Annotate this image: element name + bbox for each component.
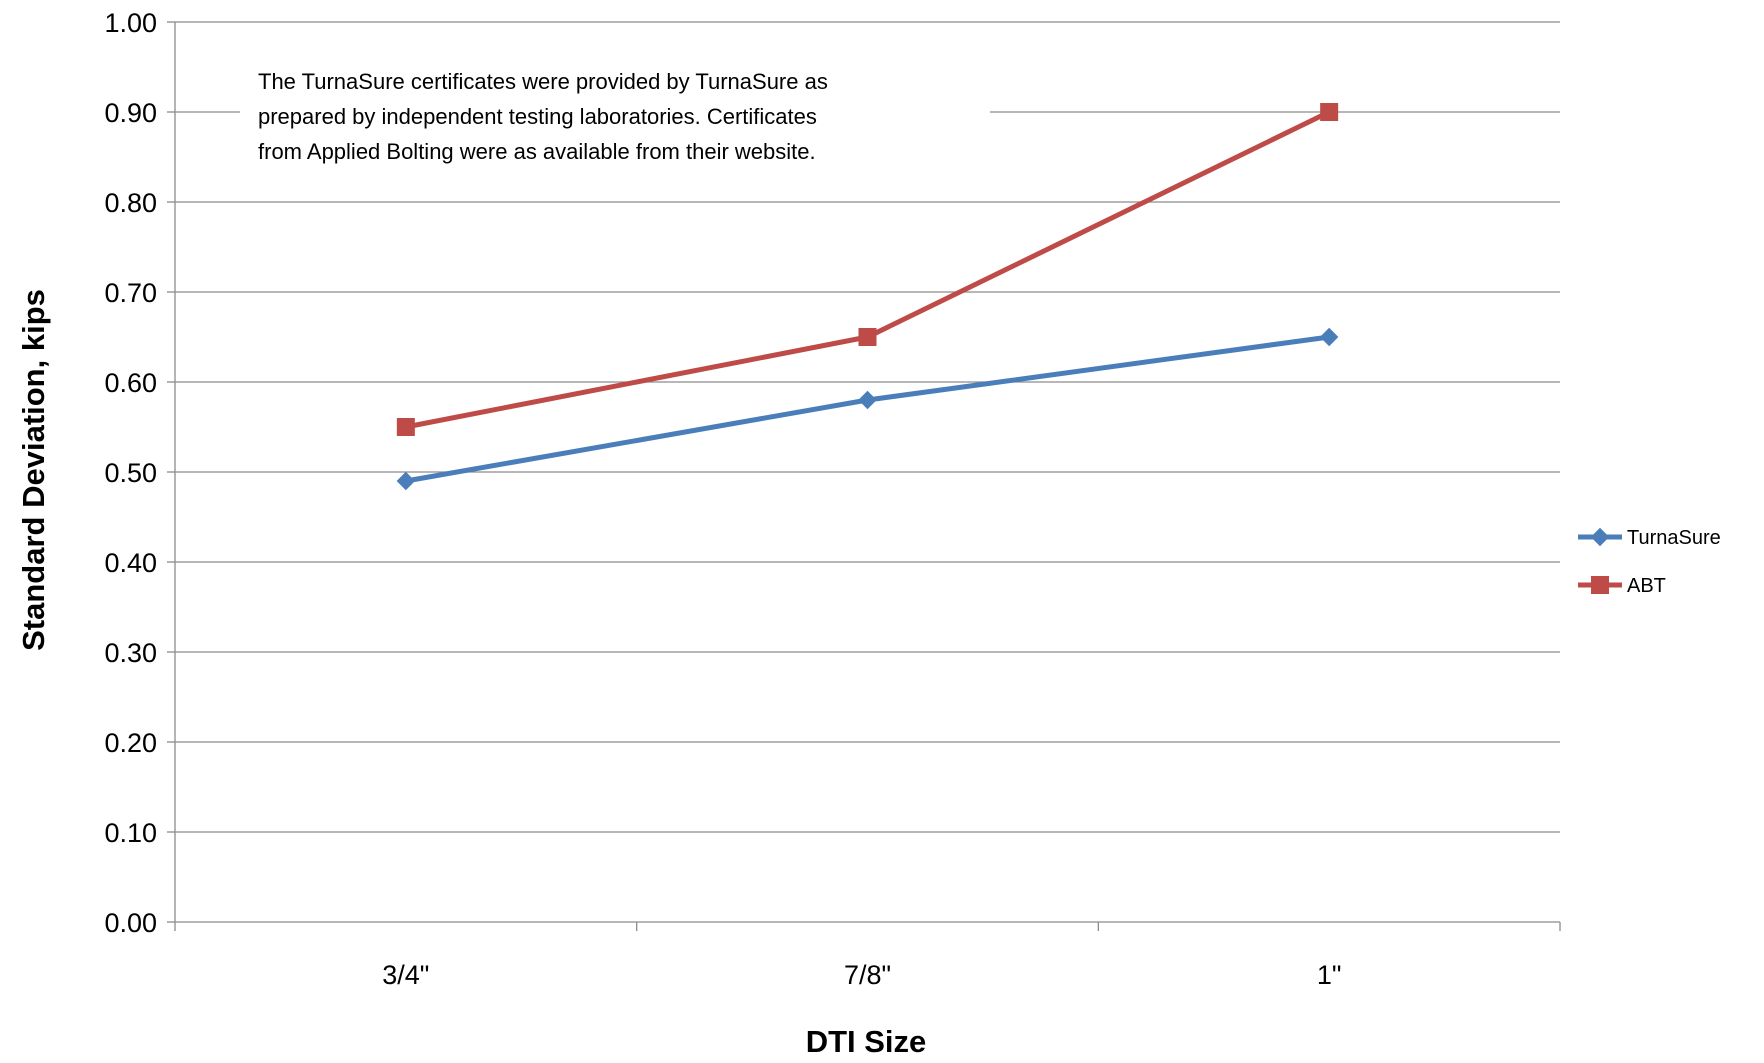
data-point bbox=[858, 328, 877, 346]
y-tick-label: 0.30 bbox=[104, 638, 157, 668]
data-point bbox=[1320, 103, 1339, 121]
x-tick-label: 1" bbox=[1317, 960, 1342, 990]
series-lines bbox=[396, 103, 1339, 491]
legend-marker bbox=[1590, 527, 1610, 547]
y-tick-label: 0.40 bbox=[104, 548, 157, 578]
y-tick-label: 0.20 bbox=[104, 728, 157, 758]
data-point bbox=[858, 390, 877, 410]
annotation-line-3: from Applied Bolting were as available f… bbox=[258, 139, 816, 164]
legend: TurnaSure ABT bbox=[1578, 527, 1721, 597]
annotation-background bbox=[240, 58, 990, 176]
legend-label: ABT bbox=[1627, 575, 1666, 597]
y-tick-labels: 0.00 0.10 0.20 0.30 0.40 0.50 0.60 0.70 0.80 0.90… bbox=[104, 8, 157, 938]
x-tick-label: 3/4" bbox=[382, 960, 429, 990]
x-tick-label: 7/8" bbox=[844, 960, 891, 990]
x-tick-labels: 3/4" 7/8" 1" bbox=[382, 960, 1341, 990]
y-tick-label: 1.00 bbox=[104, 8, 157, 38]
data-point bbox=[396, 471, 416, 491]
annotation-line-2: prepared by independent testing laborato… bbox=[258, 104, 817, 129]
y-tick-label: 0.90 bbox=[104, 98, 157, 128]
y-tick-label: 0.60 bbox=[104, 368, 157, 398]
x-axis-title: DTI Size bbox=[806, 1024, 927, 1059]
y-tick-label: 0.10 bbox=[104, 818, 157, 848]
y-axis-title: Standard Deviation, kips bbox=[16, 289, 51, 651]
legend-label: TurnaSure bbox=[1627, 527, 1721, 549]
y-tick-label: 0.00 bbox=[104, 908, 157, 938]
data-point bbox=[396, 418, 415, 436]
y-tick-label: 0.70 bbox=[104, 278, 157, 308]
y-tick-label: 0.80 bbox=[104, 188, 157, 218]
axes bbox=[174, 22, 1561, 931]
data-point bbox=[1319, 327, 1339, 347]
annotation-line-1: The TurnaSure certificates were provided… bbox=[258, 69, 828, 94]
y-tick-label: 0.50 bbox=[104, 458, 157, 488]
legend-marker bbox=[1591, 576, 1609, 594]
